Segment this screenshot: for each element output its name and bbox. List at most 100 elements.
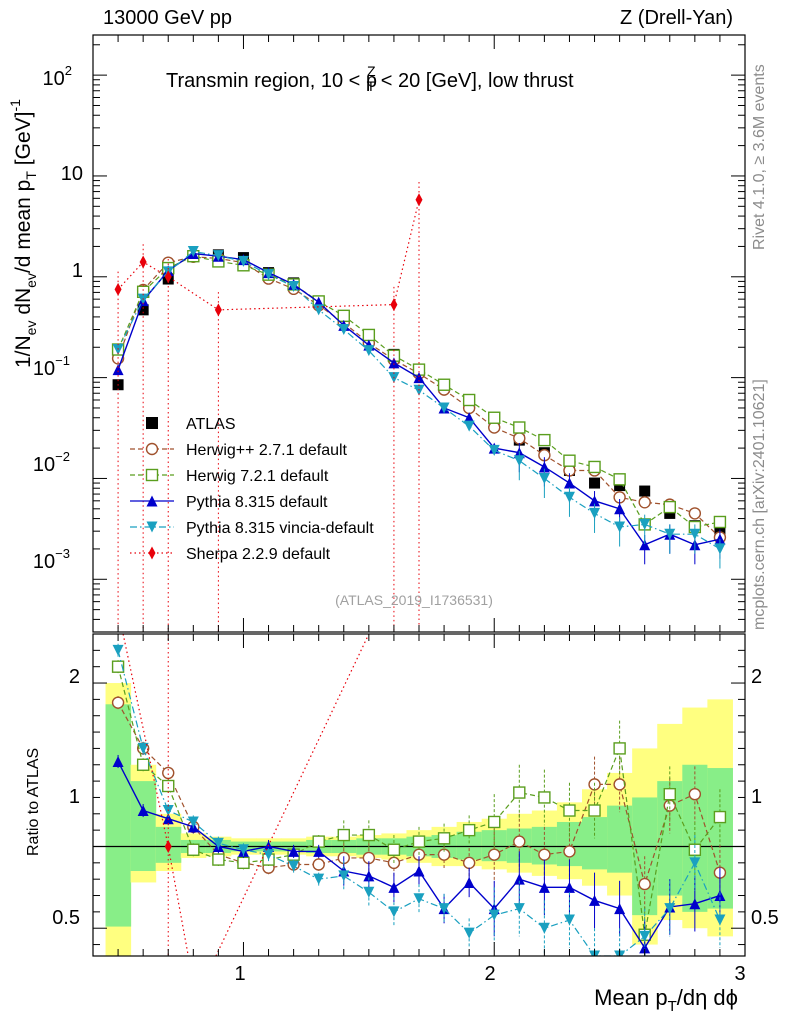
- ratio-panel-series: [111, 634, 727, 956]
- legend-marker-herwig-2-7-1-default: [145, 442, 159, 456]
- data-point-pythia-8-315-vincia-default: [338, 324, 350, 336]
- data-point-herwig-7-2-1-default: [437, 378, 451, 391]
- main-panel-series: [111, 182, 727, 632]
- ratio-point-pythia-8-315-default: [538, 881, 550, 893]
- ratio-uncertainty-bands: [105, 683, 733, 956]
- data-point-sherpa-2-2-9-default: [139, 255, 147, 269]
- ratio-point-pythia-8-315-default: [689, 898, 701, 910]
- y-tick-label-10: 10: [61, 163, 83, 185]
- ratio-point-pythia-8-315-vincia-default: [212, 837, 224, 849]
- ratio-point-pythia-8-315-default: [288, 845, 300, 857]
- ratio-point-herwig-7-2-1-default: [212, 853, 225, 866]
- legend-label-herwig-7-2-1-default: Herwig 7.2.1 default: [186, 468, 329, 485]
- data-point-pythia-8-315-default: [463, 412, 475, 424]
- ratio-point-pythia-8-315-default: [463, 876, 475, 888]
- y-tick-label-0.01: 10−2: [33, 449, 70, 476]
- ratio-tick-label-0.5-left: 0.5: [52, 907, 80, 929]
- ratio-point-herwig-7-2-1-default: [613, 742, 626, 755]
- ratio-point-herwig-7-2-1-default: [713, 810, 727, 824]
- ratio-point-herwig-7-2-1-default: [663, 787, 676, 801]
- legend-marker-atlas: [146, 417, 158, 429]
- data-point-pythia-8-315-vincia-default: [438, 402, 450, 414]
- data-point-pythia-8-315-vincia-default: [263, 269, 275, 281]
- ratio-point-herwig-2-7-1-default: [688, 787, 702, 801]
- legend-marker-pythia-8-315-default: [146, 495, 158, 507]
- ratio-point-pythia-8-315-vincia-default: [413, 893, 425, 905]
- ratio-point-herwig-2-7-1-default: [613, 778, 626, 791]
- data-point-pythia-8-315-default: [413, 372, 425, 384]
- rivet-label: Rivet 4.1.0, ≥ 3.6M events: [751, 64, 768, 250]
- ratio-point-herwig-2-7-1-default: [538, 848, 551, 861]
- ratio-point-herwig-7-2-1-default: [462, 823, 476, 837]
- legend-label-pythia-8-315-default: Pythia 8.315 default: [186, 494, 328, 511]
- ratio-point-pythia-8-315-default: [388, 881, 400, 893]
- ratio-tick-label-0.5-right: 0.5: [751, 907, 779, 929]
- ratio-y-axis-label: Ratio to ATLAS: [25, 748, 42, 856]
- x-tick-label-2: 2: [484, 963, 495, 985]
- mcplots-label: mcplots.cern.ch [arXiv:2401.10621]: [751, 379, 768, 630]
- ratio-point-pythia-8-315-default: [714, 890, 726, 902]
- ratio-point-pythia-8-315-vincia-default: [689, 857, 701, 869]
- x-tick-label-1: 1: [234, 963, 245, 985]
- ratio-point-pythia-8-315-vincia-default: [237, 844, 249, 856]
- legend: ATLAS Herwig++ 2.7.1 default Herwig 7.2.1 …: [130, 416, 374, 563]
- ratio-point-pythia-8-315-vincia-default: [338, 870, 350, 882]
- data-point-pythia-8-315-default: [563, 477, 575, 489]
- data-point-herwig-7-2-1-default: [563, 454, 576, 467]
- data-point-herwig-7-2-1-default: [663, 500, 676, 514]
- legend-label-atlas: ATLAS: [186, 416, 236, 433]
- ratio-point-pythia-8-315-vincia-default: [388, 906, 400, 918]
- data-point-pythia-8-315-vincia-default: [463, 420, 475, 432]
- data-point-herwig-7-2-1-default: [462, 393, 476, 407]
- ratio-point-herwig-2-7-1-default: [488, 848, 501, 861]
- ratio-point-herwig-7-2-1-default: [111, 660, 125, 673]
- data-point-pythia-8-315-vincia-default: [212, 250, 224, 262]
- ratio-point-pythia-8-315-vincia-default: [664, 903, 676, 915]
- ratio-point-pythia-8-315-default: [112, 755, 124, 767]
- y-tick-label-0.1: 10−1: [33, 353, 70, 380]
- data-point-herwig-2-7-1-default: [638, 496, 651, 509]
- ratio-point-pythia-8-315-vincia-default: [313, 873, 325, 885]
- ratio-point-herwig-2-7-1-default: [638, 877, 651, 891]
- data-point-herwig-2-7-1-default: [513, 432, 526, 445]
- data-point-pythia-8-315-vincia-default: [714, 543, 726, 555]
- ratio-point-herwig-7-2-1-default: [538, 791, 551, 804]
- data-point-herwig-7-2-1-default: [362, 328, 376, 342]
- data-point-sherpa-2-2-9-default: [114, 282, 122, 296]
- y-tick-label-100: 102: [43, 63, 72, 90]
- y-tick-label-0.001: 10−3: [33, 546, 70, 573]
- ratio-tick-label-2-left: 2: [69, 666, 80, 688]
- data-point-atlas: [664, 507, 676, 519]
- axis-ticks: [93, 35, 746, 956]
- ratio-point-pythia-8-315-vincia-default: [463, 927, 475, 939]
- ratio-point-pythia-8-315-vincia-default: [639, 930, 651, 942]
- legend-marker-pythia-8-315-vincia-default: [146, 521, 158, 533]
- ratio-point-herwig-7-2-1-default: [136, 758, 150, 771]
- data-point-pythia-8-315-vincia-default: [538, 472, 550, 484]
- data-point-pythia-8-315-vincia-default: [313, 304, 325, 316]
- ratio-point-pythia-8-315-vincia-default: [714, 914, 726, 926]
- data-point-atlas: [137, 304, 149, 316]
- data-point-sherpa-2-2-9-default: [390, 298, 398, 312]
- x-tick-labels: 1 2 3: [234, 963, 745, 985]
- data-point-pythia-8-315-default: [388, 357, 400, 369]
- ratio-point-pythia-8-315-default: [413, 865, 425, 877]
- legend-marker-herwig-7-2-1-default: [145, 468, 159, 482]
- ratio-point-pythia-8-315-vincia-default: [513, 903, 525, 915]
- y-axis-label: 1/Nev dNev/d mean pT [GeV]-1: [7, 99, 39, 368]
- ratio-point-pythia-8-315-vincia-default: [363, 886, 375, 898]
- ratio-point-herwig-7-2-1-default: [412, 835, 426, 848]
- ratio-point-herwig-2-7-1-default: [513, 835, 526, 848]
- data-point-herwig-7-2-1-default: [713, 515, 727, 529]
- ratio-point-pythia-8-315-vincia-default: [263, 849, 275, 861]
- ratio-point-herwig-2-7-1-default: [111, 696, 125, 709]
- data-point-pythia-8-315-vincia-default: [288, 281, 300, 293]
- ratio-point-herwig-7-2-1-default: [187, 843, 200, 856]
- data-point-pythia-8-315-vincia-default: [664, 528, 676, 540]
- ratio-point-herwig-7-2-1-default: [337, 828, 350, 842]
- ratio-point-herwig-7-2-1-default: [488, 815, 501, 829]
- data-point-pythia-8-315-default: [589, 495, 601, 507]
- ratio-point-pythia-8-315-default: [137, 805, 149, 817]
- legend-marker-sherpa-2-2-9-default: [148, 546, 156, 560]
